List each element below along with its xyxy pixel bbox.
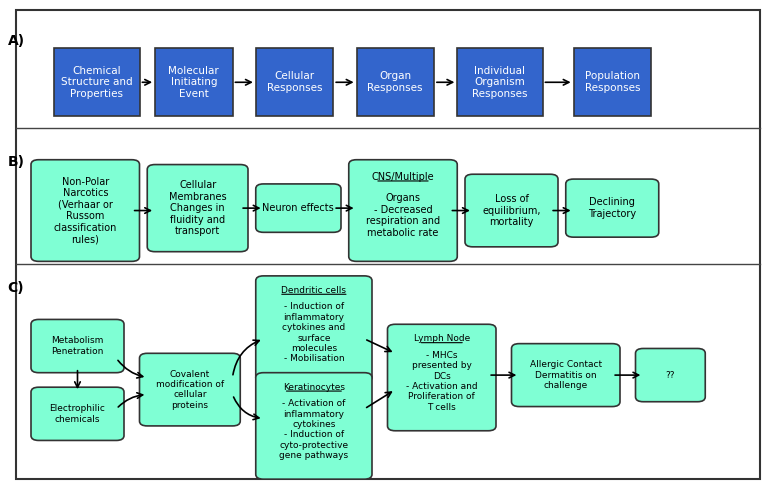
FancyBboxPatch shape [147, 165, 248, 252]
Text: - Induction of
inflammatory
cytokines and
surface
molecules
- Mobilisation: - Induction of inflammatory cytokines an… [282, 302, 346, 363]
FancyBboxPatch shape [636, 348, 705, 402]
Text: Chemical
Structure and
Properties: Chemical Structure and Properties [61, 66, 133, 99]
Text: CNS/Multiple: CNS/Multiple [372, 172, 434, 182]
FancyBboxPatch shape [256, 276, 372, 382]
Text: Cellular
Membranes
Changes in
fluidity and
transport: Cellular Membranes Changes in fluidity a… [169, 180, 226, 236]
Text: Loss of
equilibrium,
mortality: Loss of equilibrium, mortality [482, 194, 541, 227]
Bar [256, 48, 333, 116]
FancyBboxPatch shape [256, 373, 372, 479]
Text: ??: ?? [666, 371, 675, 379]
Bar [155, 48, 232, 116]
Text: Organs
- Decreased
respiration and
metabolic rate: Organs - Decreased respiration and metab… [366, 193, 440, 238]
FancyBboxPatch shape [31, 319, 124, 373]
Text: C): C) [8, 281, 24, 295]
Text: - Activation of
inflammatory
cytokines
- Induction of
cyto-protective
gene pathw: - Activation of inflammatory cytokines -… [279, 399, 349, 460]
FancyBboxPatch shape [465, 174, 558, 247]
Text: Electrophilic
chemicals: Electrophilic chemicals [50, 404, 105, 424]
Bar [54, 48, 140, 116]
Text: Declining
Trajectory: Declining Trajectory [588, 197, 636, 219]
Text: Molecular
Initiating
Event: Molecular Initiating Event [168, 66, 219, 99]
FancyBboxPatch shape [512, 344, 620, 407]
FancyBboxPatch shape [566, 179, 659, 237]
Text: Lymph Node: Lymph Node [414, 334, 470, 343]
Text: Non-Polar
Narcotics
(Verhaar or
Russom
classification
rules): Non-Polar Narcotics (Verhaar or Russom c… [53, 177, 117, 244]
Text: Covalent
modification of
cellular
proteins: Covalent modification of cellular protei… [156, 369, 224, 410]
Text: Dendritic cells: Dendritic cells [281, 286, 346, 295]
Text: Neuron effects: Neuron effects [263, 203, 334, 213]
FancyBboxPatch shape [256, 184, 341, 232]
Text: Population
Responses: Population Responses [584, 72, 640, 93]
FancyBboxPatch shape [349, 160, 457, 261]
FancyBboxPatch shape [31, 387, 124, 440]
Text: - MHCs
presented by
DCs
- Activation and
Proliferation of
T cells: - MHCs presented by DCs - Activation and… [406, 351, 477, 412]
Bar [457, 48, 542, 116]
Bar [574, 48, 651, 116]
Text: Organ
Responses: Organ Responses [367, 72, 423, 93]
Text: Cellular
Responses: Cellular Responses [267, 72, 322, 93]
Bar [356, 48, 434, 116]
FancyBboxPatch shape [388, 324, 496, 431]
Text: Allergic Contact
Dermatitis on
challenge: Allergic Contact Dermatitis on challenge [529, 360, 602, 390]
Text: A): A) [8, 34, 25, 48]
FancyBboxPatch shape [31, 160, 140, 261]
Text: Metabolism
Penetration: Metabolism Penetration [51, 336, 104, 356]
Text: Individual
Organism
Responses: Individual Organism Responses [472, 66, 528, 99]
Text: B): B) [8, 155, 25, 169]
Text: Keratinocytes: Keratinocytes [283, 383, 345, 392]
FancyBboxPatch shape [140, 353, 240, 426]
